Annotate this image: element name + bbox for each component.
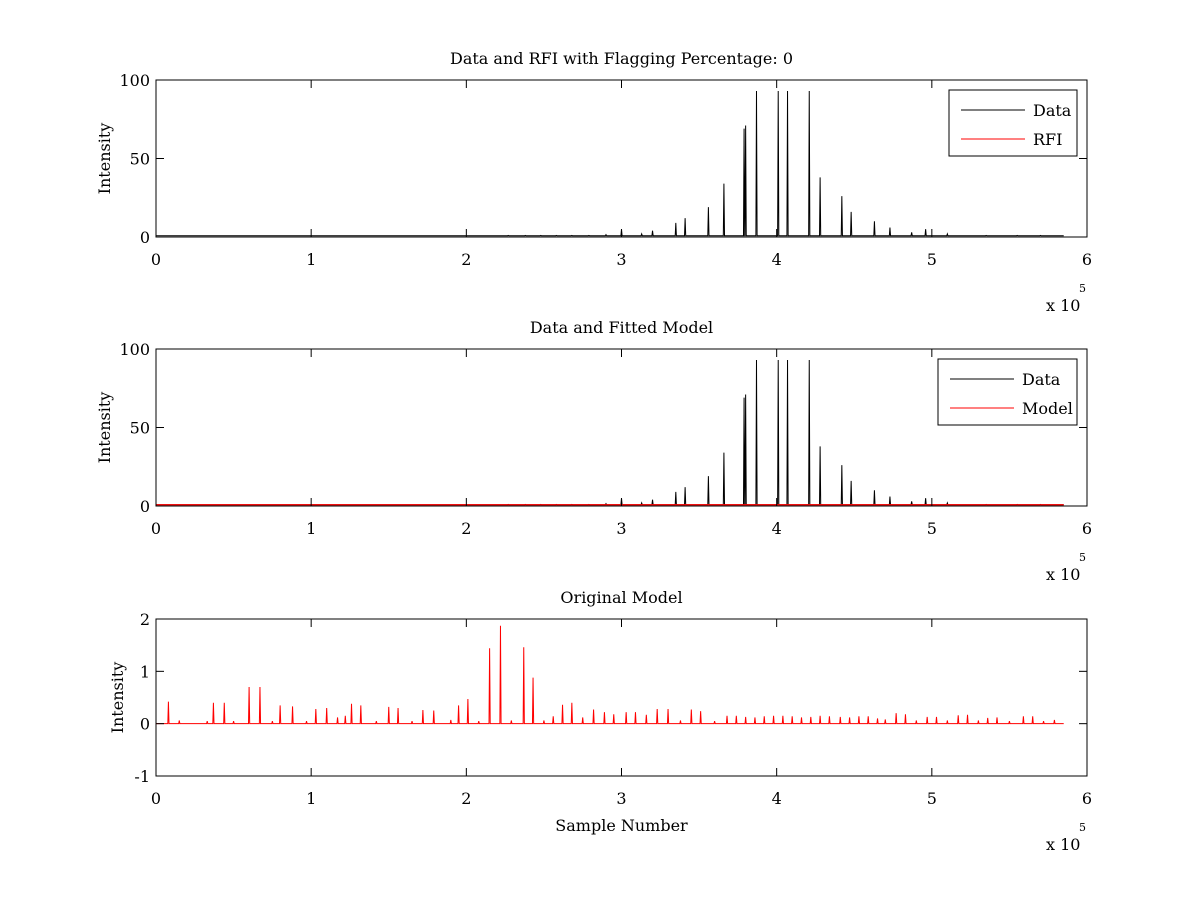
legend-label: RFI xyxy=(1033,130,1062,149)
x-tick-label: 6 xyxy=(1082,789,1092,808)
y-axis-label: Intensity xyxy=(95,392,114,464)
legend-label: Data xyxy=(1033,101,1072,120)
x-tick-label: 2 xyxy=(461,519,471,538)
series-data-line xyxy=(156,90,1064,237)
x-multiplier: x 10 xyxy=(1046,835,1080,854)
y-tick-label: 0 xyxy=(140,715,150,734)
legend: Data Model xyxy=(937,358,1078,426)
chart-title: Data and RFI with Flagging Percentage: 0 xyxy=(450,49,793,68)
x-multiplier-exponent: 5 xyxy=(1079,282,1086,295)
x-tick-label: 4 xyxy=(772,789,782,808)
chart-title: Data and Fitted Model xyxy=(530,318,713,337)
y-tick-label: 100 xyxy=(119,340,150,359)
x-multiplier-exponent: 5 xyxy=(1079,551,1086,564)
chart-title: Original Model xyxy=(560,588,682,607)
x-tick-label: 0 xyxy=(151,250,161,269)
y-axis-label: Intensity xyxy=(108,662,127,734)
y-tick-label: 100 xyxy=(119,71,150,90)
x-tick-label: 5 xyxy=(927,789,937,808)
x-multiplier-exponent: 5 xyxy=(1079,821,1086,834)
x-tick-label: 3 xyxy=(616,789,626,808)
x-multiplier: x 10 xyxy=(1046,565,1080,584)
y-tick-label: 2 xyxy=(140,610,150,629)
x-tick-label: 6 xyxy=(1082,250,1092,269)
legend-box xyxy=(948,89,1078,157)
subplot-2: 0 1 2 3 4 5 6 0 50 100 Data and Fitted Model Intens… xyxy=(95,318,1092,584)
x-tick-label: 0 xyxy=(151,789,161,808)
x-tick-label: 1 xyxy=(306,789,316,808)
y-tick-label: 0 xyxy=(140,228,150,247)
y-tick-label: 1 xyxy=(140,662,150,681)
x-tick-label: 6 xyxy=(1082,519,1092,538)
x-tick-label: 4 xyxy=(772,519,782,538)
plot-area xyxy=(155,79,1088,238)
x-tick-label: 4 xyxy=(772,250,782,269)
legend-label: Model xyxy=(1022,399,1073,418)
x-tick-label: 5 xyxy=(927,250,937,269)
x-tick-label: 0 xyxy=(151,519,161,538)
x-tick-label: 3 xyxy=(616,250,626,269)
series-model-line xyxy=(156,625,1064,725)
plot-area xyxy=(155,618,1088,777)
y-tick-label: 0 xyxy=(140,497,150,516)
x-axis-label: Sample Number xyxy=(555,816,688,835)
x-tick-label: 2 xyxy=(461,250,471,269)
x-tick-label: 3 xyxy=(616,519,626,538)
x-tick-label: 2 xyxy=(461,789,471,808)
y-axis-label: Intensity xyxy=(95,123,114,195)
y-tick-label: 50 xyxy=(130,150,150,169)
y-tick-label: 50 xyxy=(130,419,150,438)
x-multiplier: x 10 xyxy=(1046,296,1080,315)
legend-box xyxy=(937,358,1078,426)
plot-area xyxy=(155,348,1088,507)
subplot-1: 0 1 2 3 4 5 6 0 50 100 Data and RFI with Flagging … xyxy=(95,49,1092,315)
x-tick-label: 1 xyxy=(306,519,316,538)
x-tick-label: 5 xyxy=(927,519,937,538)
legend-label: Data xyxy=(1022,370,1061,389)
y-tick-label: -1 xyxy=(134,767,150,786)
legend: Data RFI xyxy=(948,89,1078,157)
x-tick-label: 1 xyxy=(306,250,316,269)
